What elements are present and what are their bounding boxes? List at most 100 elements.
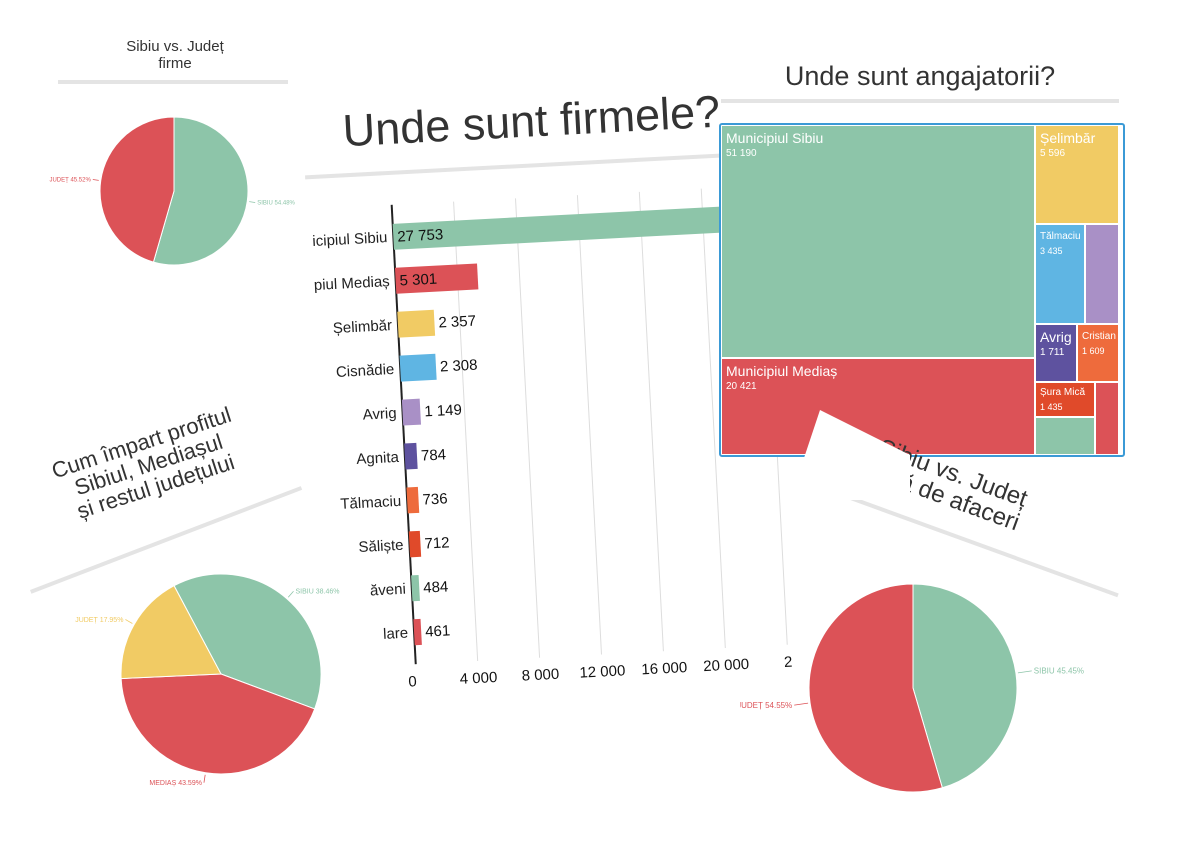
bar[interactable]	[413, 618, 422, 646]
treemap-cell[interactable]	[1095, 382, 1119, 455]
treemap-cell[interactable]	[1085, 224, 1119, 324]
treemap-cell-value: 3 435	[1040, 246, 1063, 256]
pie-slice-județ[interactable]	[808, 583, 943, 793]
treemap-title-rule	[721, 99, 1119, 103]
bar-x-tick-label: 20 000	[703, 656, 750, 675]
pie-firme-title: Sibiu vs. Județ firme	[30, 38, 320, 72]
pie-profit-panel: Cum împart profitul Sibiul, Mediașul și …	[0, 402, 360, 840]
bar[interactable]	[406, 486, 420, 514]
treemap-cell-value: 51 190	[726, 148, 757, 159]
pie-slice-județ[interactable]	[99, 116, 175, 263]
bar[interactable]	[408, 530, 422, 558]
bar[interactable]	[404, 442, 418, 470]
treemap-cell-label: Municipiul Sibiu	[726, 130, 824, 146]
treemap-cell[interactable]: Șelimbăr 5 596	[1035, 125, 1119, 224]
treemap-cell-value: 5 596	[1040, 148, 1066, 159]
treemap-cell-label: Șura Mică	[1040, 387, 1086, 398]
pie-firme-chart: SIBIU 54.48% JUDEȚ 45.52%	[49, 116, 296, 266]
bar-gridline	[638, 191, 664, 652]
pie-slice-label: SIBIU 38.46%	[295, 589, 339, 596]
bar-value-label: 1 149	[424, 401, 462, 420]
pie-slice-label: MEDIAȘ 43.59%	[149, 780, 202, 787]
treemap-cell[interactable]	[1035, 417, 1095, 455]
bar-category-label: Tălmaciu	[340, 493, 402, 513]
treemap-cell[interactable]: Avrig 1 711	[1035, 324, 1077, 382]
pie-slice-label: JUDEȚ 17.95%	[75, 617, 123, 624]
bar-value-label: 736	[422, 490, 448, 508]
treemap-cell-value: 1 711	[1040, 347, 1065, 358]
bar-value-label: 5 301	[399, 271, 437, 290]
bar-category-label: lare	[383, 625, 409, 643]
treemap-cell-label: Cristian	[1082, 331, 1116, 342]
pie-firme-title-line-1: Sibiu vs. Județ	[126, 38, 224, 55]
pie-slice-sibiu[interactable]	[173, 573, 322, 710]
bar-gridline	[515, 198, 541, 658]
pie-firme-panel: Sibiu vs. Județ firme SIBIU 54.48% JUDEȚ …	[30, 30, 320, 290]
bar-x-tick-label: 4 000	[459, 669, 497, 688]
treemap-cell[interactable]: Tălmaciu 3 435	[1035, 224, 1085, 324]
bar-value-label: 484	[423, 578, 449, 596]
bar[interactable]	[401, 398, 422, 426]
treemap-title: Unde sunt angajatorii?	[784, 61, 1056, 91]
bar[interactable]	[411, 574, 420, 602]
pie-slice-sibiu[interactable]	[912, 583, 1018, 789]
bar-firme-panel: icipiul Sibiu 27 753 piul Mediaș 5 301 Șelim…	[290, 55, 802, 699]
pie-label-connector	[125, 619, 133, 624]
bar-gridline	[700, 188, 726, 649]
pie-firme-title-rule	[58, 80, 288, 84]
treemap-cell[interactable]: Municipiul Mediaș 20 421	[721, 358, 1035, 455]
pie-label-connector	[249, 201, 256, 203]
bar-value-label: 712	[424, 534, 450, 552]
bar-value-label: 461	[425, 622, 451, 640]
bar-category-label: Șelimbăr	[332, 317, 392, 337]
bar-category-label: piul Mediaș	[313, 273, 390, 294]
pie-label-connector	[794, 702, 809, 706]
bar[interactable]	[392, 205, 739, 250]
pie-slice-label: JUDEȚ 54.55%	[740, 701, 792, 710]
bar-value-label: 784	[421, 446, 447, 464]
bar-gridline	[576, 195, 602, 655]
pie-slice-mediaș[interactable]	[120, 673, 316, 775]
treemap-cell-value: 1 609	[1082, 346, 1105, 356]
pie-cifra-chart: SIBIU 45.45% JUDEȚ 54.55%	[740, 583, 1084, 793]
treemap-cell[interactable]: Cristian 1 609	[1077, 324, 1119, 382]
pie-slice-label: SIBIU 54.48%	[257, 201, 295, 207]
bar-x-tick-label: 2	[784, 654, 793, 671]
bar-chart: icipiul Sibiu 27 753 piul Mediaș 5 301 Șelim…	[312, 185, 793, 691]
treemap-cell-value: 1 435	[1040, 402, 1063, 412]
bar[interactable]	[394, 263, 479, 294]
treemap-cell[interactable]: Șura Mică 1 435	[1035, 382, 1095, 417]
pie-slice-sibiu[interactable]	[152, 116, 249, 266]
bar-category-label: Agnita	[356, 449, 400, 468]
bar-value-label: 27 753	[397, 226, 444, 245]
pie-slice-label: JUDEȚ 45.52%	[49, 177, 91, 183]
treemap-cell-label: Municipiul Mediaș	[726, 363, 838, 379]
pie-label-connector	[1017, 670, 1032, 674]
bar-x-tick-label: 8 000	[521, 666, 559, 685]
pie-label-connector	[287, 591, 294, 598]
bar-category-label: icipiul Sibiu	[312, 229, 388, 250]
pie-cifra-panel: Sibiu vs. Județ cifră de afaceri SIBIU 4…	[740, 434, 1160, 840]
pie-label-connector	[92, 179, 99, 181]
bar-x-tick-label: 12 000	[579, 662, 626, 681]
bar-category-label: Săliște	[358, 537, 404, 556]
treemap-chart: Municipiul Sibiu 51 190 Municipiul Media…	[719, 123, 1125, 457]
pie-profit-chart: SIBIU 38.46% MEDIAȘ 43.59% JUDEȚ 17.95%	[75, 573, 339, 787]
pie-label-connector	[203, 774, 206, 783]
treemap-panel: Unde sunt angajatorii? Municipiul Sibiu …	[715, 55, 1125, 465]
bar[interactable]	[399, 353, 437, 382]
bar-x-tick-label: 16 000	[641, 659, 688, 678]
pie-slice-județ[interactable]	[120, 585, 222, 680]
treemap-cell-label: Avrig	[1040, 329, 1072, 345]
bar-x-tick-label: 0	[408, 673, 417, 690]
bar-category-label: Cisnădie	[336, 361, 395, 381]
treemap-cell[interactable]: Municipiul Sibiu 51 190	[721, 125, 1035, 358]
paper-overlap-wedge	[790, 410, 910, 500]
pie-firme-title-line-2: firme	[158, 55, 192, 72]
bar[interactable]	[397, 309, 436, 338]
bar-category-label: Avrig	[362, 405, 397, 424]
treemap-cell-value: 20 421	[726, 381, 757, 392]
bar-value-label: 2 308	[440, 357, 478, 376]
bar-value-label: 2 357	[438, 313, 476, 332]
treemap-cell-label: Șelimbăr	[1040, 130, 1096, 146]
